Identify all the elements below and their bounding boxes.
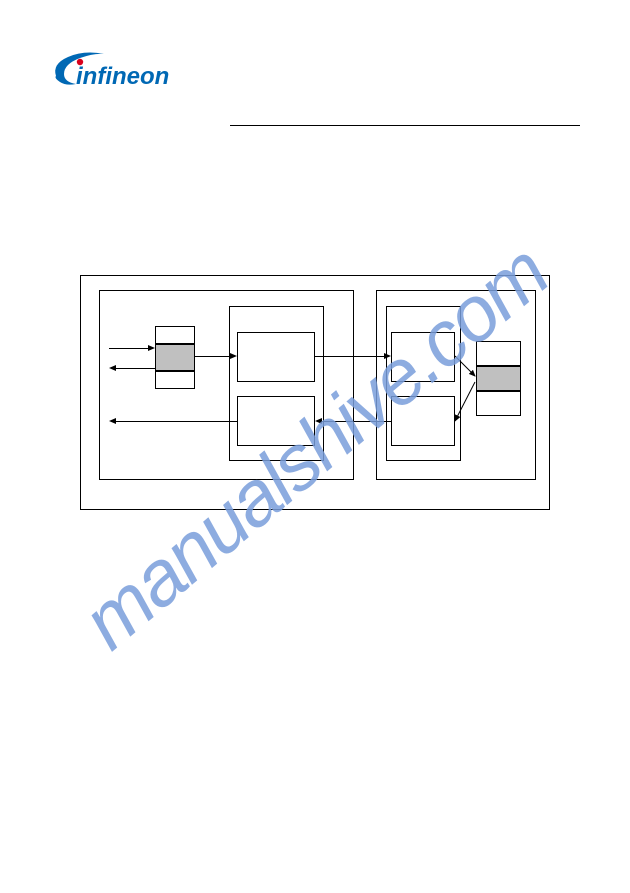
edge-b1-to-outport — [81, 276, 551, 511]
page: infineon — [0, 0, 630, 893]
header-divider — [230, 125, 580, 126]
logo-text: infineon — [76, 63, 169, 90]
page-header: infineon — [50, 50, 580, 103]
brand-logo: infineon — [50, 50, 190, 103]
block-diagram — [80, 275, 550, 510]
